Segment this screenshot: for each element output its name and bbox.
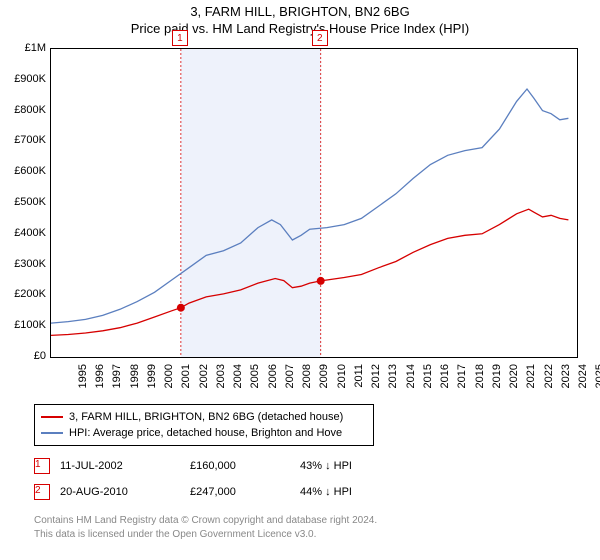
legend-label-property: 3, FARM HILL, BRIGHTON, BN2 6BG (detache… (69, 411, 343, 423)
sale-row-delta: 44% ↓ HPI (300, 486, 410, 498)
x-tick-label: 2010 (336, 364, 348, 394)
x-tick-label: 1999 (146, 364, 158, 394)
attribution-line1: Contains HM Land Registry data © Crown c… (34, 514, 377, 528)
x-tick-label: 1996 (94, 364, 106, 394)
y-tick-label: £400K (4, 227, 46, 239)
sale-marker-flag: 2 (312, 30, 328, 46)
x-tick-label: 2008 (301, 364, 313, 394)
x-tick-label: 2023 (560, 364, 572, 394)
chart-title-line1: 3, FARM HILL, BRIGHTON, BN2 6BG (0, 4, 600, 19)
x-tick-label: 2019 (491, 364, 503, 394)
x-tick-label: 2025 (594, 364, 600, 394)
sale-row-marker: 1 (34, 458, 50, 474)
legend-swatch-hpi (41, 432, 63, 434)
legend: 3, FARM HILL, BRIGHTON, BN2 6BG (detache… (34, 404, 374, 446)
x-tick-label: 2014 (405, 364, 417, 394)
chart-title-line2: Price paid vs. HM Land Registry's House … (0, 21, 600, 36)
sale-row-date: 11-JUL-2002 (60, 460, 190, 472)
y-tick-label: £100K (4, 319, 46, 331)
x-tick-label: 2020 (508, 364, 520, 394)
x-tick-label: 2021 (525, 364, 537, 394)
y-tick-label: £500K (4, 196, 46, 208)
x-tick-label: 2001 (180, 364, 192, 394)
sale-row: 1 11-JUL-2002£160,00043% ↓ HPI (34, 458, 410, 474)
sale-row-price: £160,000 (190, 460, 300, 472)
x-tick-label: 2004 (232, 364, 244, 394)
x-tick-label: 2013 (387, 364, 399, 394)
legend-item-property: 3, FARM HILL, BRIGHTON, BN2 6BG (detache… (41, 409, 367, 425)
x-tick-label: 1998 (129, 364, 141, 394)
chart-svg (51, 49, 577, 357)
y-tick-label: £900K (4, 73, 46, 85)
y-tick-label: £1M (4, 42, 46, 54)
sale-row-price: £247,000 (190, 486, 300, 498)
x-tick-label: 2015 (422, 364, 434, 394)
legend-item-hpi: HPI: Average price, detached house, Brig… (41, 425, 367, 441)
x-tick-label: 1995 (77, 364, 89, 394)
x-tick-label: 2016 (439, 364, 451, 394)
y-tick-label: £600K (4, 165, 46, 177)
sale-marker-flag: 1 (172, 30, 188, 46)
title-block: 3, FARM HILL, BRIGHTON, BN2 6BG Price pa… (0, 0, 600, 36)
y-tick-label: £700K (4, 134, 46, 146)
x-tick-label: 2017 (456, 364, 468, 394)
y-tick-label: £200K (4, 288, 46, 300)
attribution-line2: This data is licensed under the Open Gov… (34, 528, 377, 542)
sale-row: 2 20-AUG-2010£247,00044% ↓ HPI (34, 484, 410, 500)
x-tick-label: 2005 (249, 364, 261, 394)
x-tick-label: 2024 (577, 364, 589, 394)
sale-row-delta: 43% ↓ HPI (300, 460, 410, 472)
y-tick-label: £800K (4, 104, 46, 116)
sale-row-date: 20-AUG-2010 (60, 486, 190, 498)
x-tick-label: 2011 (353, 364, 365, 394)
legend-swatch-property (41, 416, 63, 418)
x-tick-label: 2006 (267, 364, 279, 394)
chart-container: 3, FARM HILL, BRIGHTON, BN2 6BG Price pa… (0, 0, 600, 560)
x-tick-label: 2018 (474, 364, 486, 394)
x-tick-label: 2007 (284, 364, 296, 394)
x-tick-label: 2009 (318, 364, 330, 394)
x-tick-label: 2012 (370, 364, 382, 394)
x-tick-label: 2002 (198, 364, 210, 394)
attribution: Contains HM Land Registry data © Crown c… (34, 514, 377, 541)
sale-row-marker: 2 (34, 484, 50, 500)
y-tick-label: £0 (4, 350, 46, 362)
x-tick-label: 1997 (111, 364, 123, 394)
x-tick-label: 2022 (543, 364, 555, 394)
plot-area (50, 48, 578, 358)
legend-label-hpi: HPI: Average price, detached house, Brig… (69, 427, 342, 439)
x-tick-label: 2003 (215, 364, 227, 394)
x-tick-label: 2000 (163, 364, 175, 394)
y-tick-label: £300K (4, 258, 46, 270)
